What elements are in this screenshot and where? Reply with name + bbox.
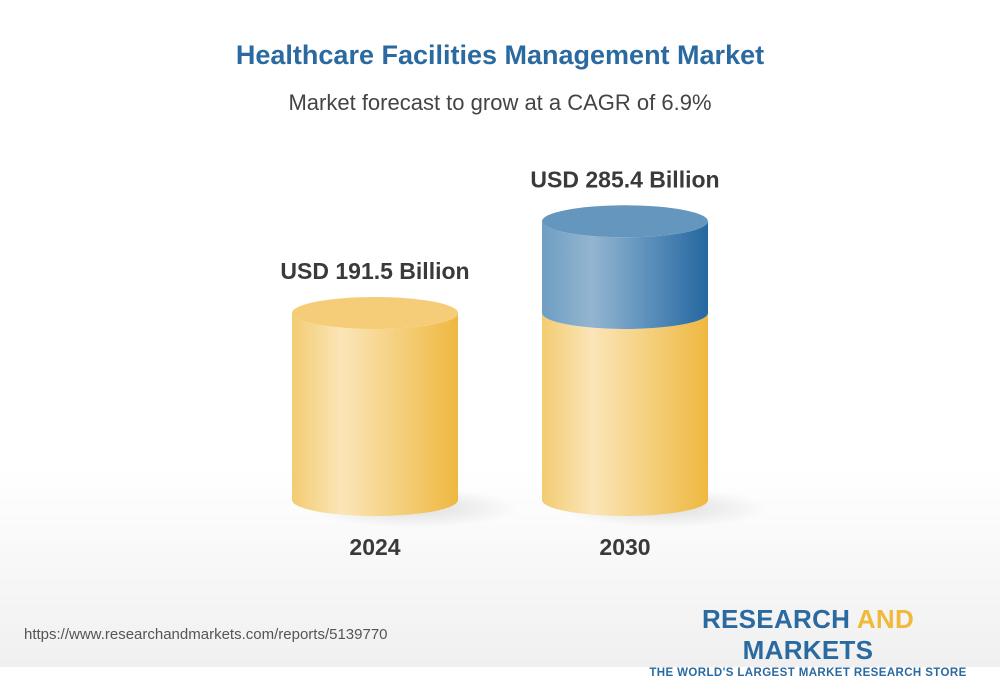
bar-top-2030 bbox=[542, 205, 708, 238]
bar-top-2024 bbox=[292, 297, 458, 329]
category-label: 2024 bbox=[349, 534, 400, 560]
data-label: USD 191.5 Billion bbox=[280, 258, 469, 284]
source-url[interactable]: https://www.researchandmarkets.com/repor… bbox=[24, 626, 388, 643]
bar-base-2024 bbox=[292, 313, 458, 516]
chart-subtitle: Market forecast to grow at a CAGR of 6.9… bbox=[288, 90, 712, 115]
logo: RESEARCH AND MARKETS THE WORLD'S LARGEST… bbox=[649, 604, 967, 679]
category-label: 2030 bbox=[599, 534, 650, 560]
chart-title: Healthcare Facilities Management Market bbox=[235, 40, 765, 70]
bar-base-2030 bbox=[542, 313, 708, 516]
data-label: USD 285.4 Billion bbox=[530, 166, 719, 192]
bar-growth-2030 bbox=[542, 221, 708, 329]
